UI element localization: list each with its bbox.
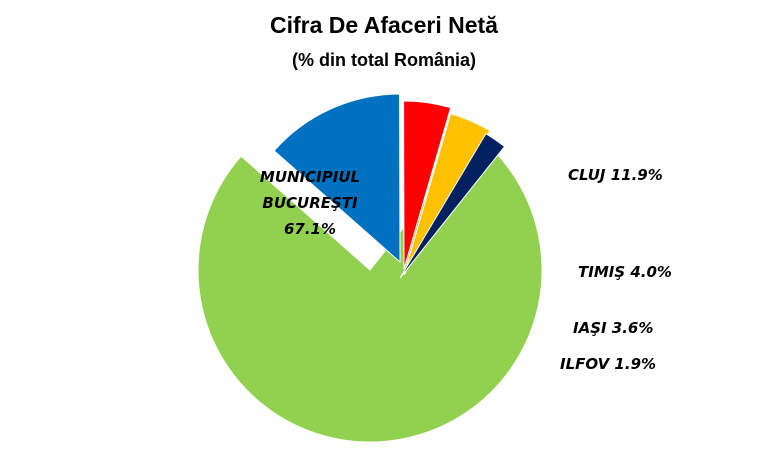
pie-slice-timi- [403,100,452,270]
pie-slices [197,93,543,443]
chart-subtitle: (% din total România) [292,50,476,70]
slice-label-ia-i: IAŞI 3.6% [573,319,653,337]
pie-slice-municipiul-bucure-ti [197,134,543,443]
slice-label-cluj: CLUJ 11.9% [568,166,663,184]
chart-title: Cifra De Afaceri Netă [270,12,498,38]
slice-label-timi-: TIMIŞ 4.0% [578,263,672,281]
pie-slice-cluj [273,93,401,264]
slice-label-ilfov: ILFOV 1.9% [560,355,656,373]
pie-slice-ilfov [399,132,506,279]
pie-labels: MUNICIPIUL BUCUREŞTI 67.1% CLUJ 11.9% TIMIŞ … [260,166,672,373]
slice-label-municipiul-bucure-ti: MUNICIPIUL BUCUREŞTI 67.1% [260,168,360,238]
